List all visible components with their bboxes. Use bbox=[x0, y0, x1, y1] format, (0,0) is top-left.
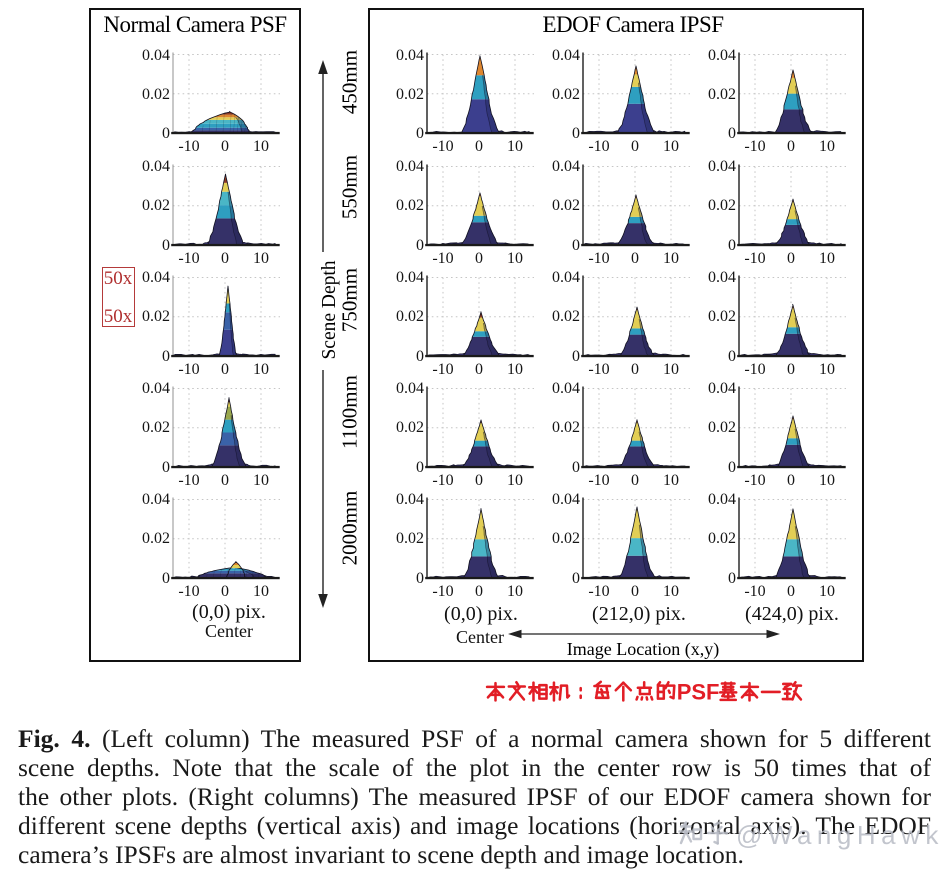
svg-text:@WangHawk: @WangHawk bbox=[736, 820, 944, 850]
svg-text:PSF: PSF bbox=[677, 680, 720, 705]
